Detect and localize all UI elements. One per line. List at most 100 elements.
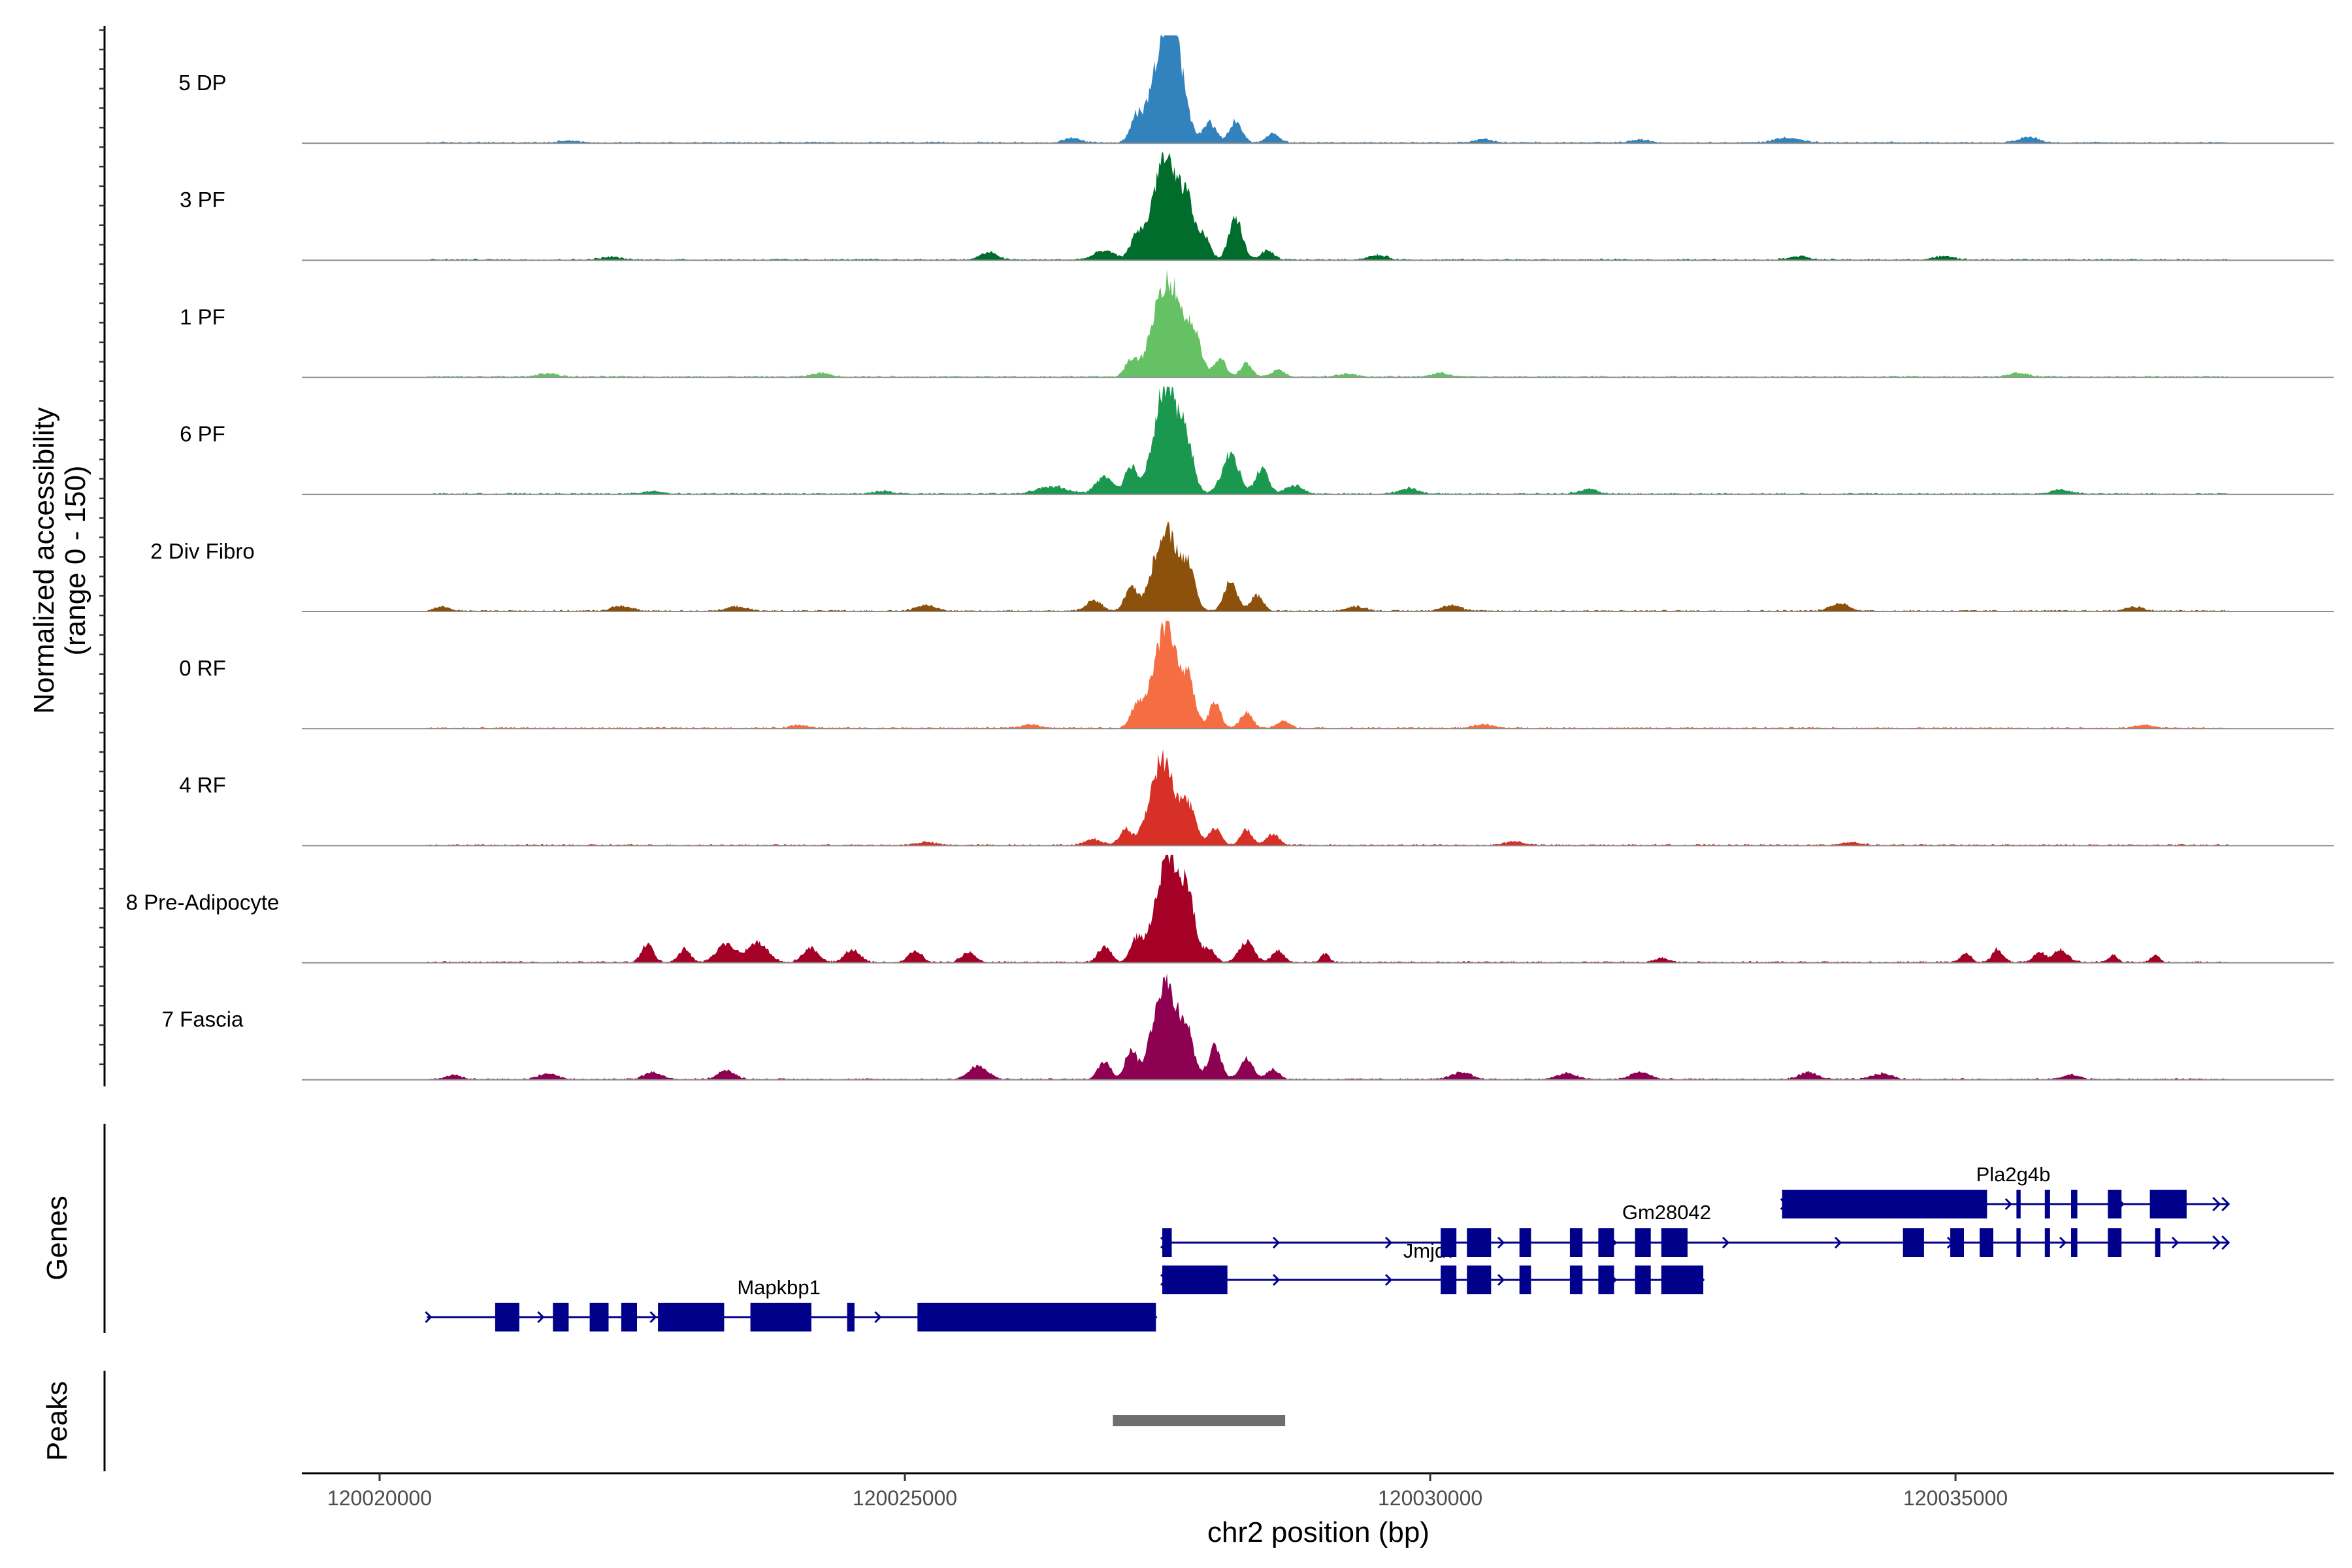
strand-arrow xyxy=(425,1311,433,1324)
strand-arrow xyxy=(1834,1236,1842,1249)
exon xyxy=(2155,1228,2161,1257)
coverage-area xyxy=(427,152,2229,261)
y-axis-range: (range 0 - 150) xyxy=(59,465,91,655)
x-tick-label: 120030000 xyxy=(1378,1486,1482,1510)
exon xyxy=(1162,1228,1172,1257)
strand-arrow xyxy=(1497,1236,1505,1249)
track-2: 3 PF xyxy=(180,152,2334,261)
exon xyxy=(658,1303,725,1331)
strand-arrow xyxy=(2221,1196,2230,1212)
x-axis-title: chr2 position (bp) xyxy=(1207,1516,1429,1548)
exon xyxy=(1782,1190,1987,1218)
coverage-area xyxy=(427,749,2229,846)
track-7: 4 RF xyxy=(179,749,2334,847)
exon xyxy=(1467,1228,1492,1257)
exon xyxy=(1569,1228,1583,1257)
exon xyxy=(589,1303,609,1331)
strand-arrow xyxy=(649,1311,657,1324)
exon xyxy=(1635,1266,1651,1294)
exon xyxy=(2016,1190,2021,1218)
track-label: 1 PF xyxy=(180,304,225,329)
strand-arrow xyxy=(874,1311,882,1324)
strand-arrow xyxy=(2221,1235,2230,1250)
y-axis-title: Normalized accessibility xyxy=(28,407,60,713)
track-8: 8 Pre-Adipocyte xyxy=(126,855,2334,964)
exon xyxy=(1162,1266,1228,1294)
exon xyxy=(1661,1228,1688,1257)
track-label: 6 PF xyxy=(180,422,225,446)
strand-arrow xyxy=(1497,1273,1505,1286)
exon xyxy=(750,1303,811,1331)
track-label: 5 DP xyxy=(178,71,226,95)
coverage-area xyxy=(427,386,2229,495)
coverage-tracks: 5 DP 3 PF 1 PF 6 PF 2 Div Fibro 0 RF 4 RF 8 Pre… xyxy=(126,35,2334,1081)
exon xyxy=(1661,1266,1704,1294)
strand-arrow xyxy=(1384,1273,1393,1286)
exon xyxy=(2016,1228,2021,1257)
track-9: 7 Fascia xyxy=(162,973,2334,1081)
exon xyxy=(1519,1228,1531,1257)
gene-pla2g4b: Pla2g4b xyxy=(1780,1163,2230,1218)
strand-arrow xyxy=(2212,1235,2221,1250)
track-5: 2 Div Fibro xyxy=(150,521,2334,612)
gene-mapkbp1: Mapkbp1 xyxy=(425,1276,1158,1331)
gene-label: Mapkbp1 xyxy=(737,1276,821,1299)
strand-arrow xyxy=(2171,1236,2180,1249)
strand-arrow xyxy=(1272,1273,1281,1286)
exon xyxy=(2071,1228,2078,1257)
peak-region xyxy=(1113,1415,1286,1426)
exon xyxy=(917,1303,1156,1331)
track-6: 0 RF xyxy=(179,621,2334,730)
strand-arrow xyxy=(1384,1236,1393,1249)
track-label: 7 Fascia xyxy=(162,1007,244,1032)
gene-label: Gm28042 xyxy=(1622,1201,1711,1224)
coverage-area xyxy=(427,35,2229,144)
x-tick-label: 120025000 xyxy=(853,1486,957,1510)
coverage-area xyxy=(427,973,2229,1080)
coverage-area xyxy=(427,855,2229,963)
strand-arrow xyxy=(2004,1198,2012,1211)
track-4: 6 PF xyxy=(180,386,2334,495)
track-label: 2 Div Fibro xyxy=(150,539,255,563)
exon xyxy=(1598,1266,1614,1294)
exon xyxy=(1598,1228,1614,1257)
exon xyxy=(1569,1266,1583,1294)
exon xyxy=(847,1303,855,1331)
strand-arrow xyxy=(1722,1236,1730,1249)
exon xyxy=(2044,1190,2050,1218)
gene-label: Pla2g4b xyxy=(1976,1163,2051,1186)
exon xyxy=(1467,1266,1492,1294)
exon xyxy=(495,1303,519,1331)
track-label: 8 Pre-Adipocyte xyxy=(126,890,280,914)
track-label: 3 PF xyxy=(180,188,225,212)
gene-annotation-panel: Mapkbp1 Jmjd7 Gm28042 Pla2g4b xyxy=(103,1124,2230,1333)
track-3: 1 PF xyxy=(180,269,2334,378)
gene-gm28042: Gm28042 xyxy=(1160,1201,2230,1257)
x-tick-label: 120035000 xyxy=(1903,1486,2008,1510)
exon xyxy=(2044,1228,2050,1257)
exon xyxy=(1980,1228,1993,1257)
coverage-area xyxy=(427,521,2229,612)
exon xyxy=(2071,1190,2078,1218)
exon xyxy=(1441,1266,1457,1294)
exon xyxy=(2108,1190,2122,1218)
exon xyxy=(1519,1266,1531,1294)
track-label: 4 RF xyxy=(179,773,226,797)
strand-arrow xyxy=(537,1311,545,1324)
exon xyxy=(1950,1228,1964,1257)
peaks-panel xyxy=(103,1371,1286,1471)
strand-arrow xyxy=(2212,1196,2221,1212)
coverage-area xyxy=(427,269,2229,378)
peaks-panel-title: Peaks xyxy=(41,1381,73,1461)
track-label: 0 RF xyxy=(179,656,226,680)
strand-arrow xyxy=(2059,1236,2067,1249)
exon xyxy=(2149,1190,2187,1218)
coverage-y-axis xyxy=(99,26,106,1086)
exon xyxy=(1903,1228,1924,1257)
coverage-area xyxy=(427,621,2229,729)
track-1: 5 DP xyxy=(178,35,2334,144)
x-axis: 120020000 120025000 120030000 120035000 xyxy=(302,1472,2334,1510)
exon xyxy=(2108,1228,2122,1257)
strand-arrow xyxy=(1272,1236,1281,1249)
